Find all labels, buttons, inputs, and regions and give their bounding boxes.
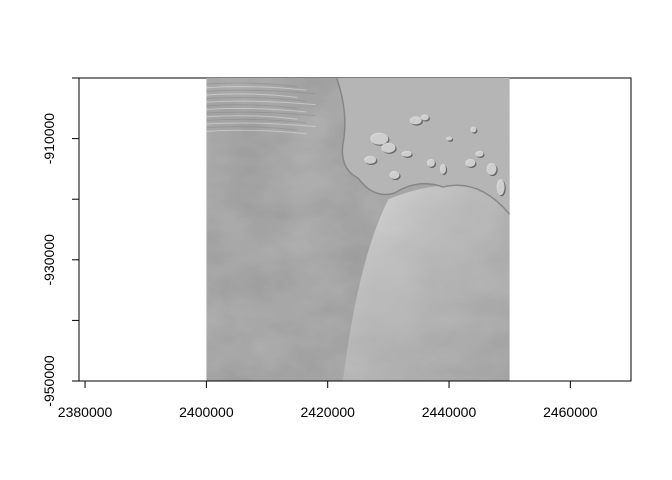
- island: [439, 163, 448, 176]
- island: [401, 150, 413, 158]
- coastline: [336, 78, 510, 215]
- y-axis: -950000 -930000 -910000: [41, 77, 80, 407]
- terrain-ridge: [206, 100, 316, 106]
- x-tick-label: 2440000: [422, 404, 477, 420]
- x-tick-label: 2380000: [58, 404, 113, 420]
- island: [496, 179, 506, 197]
- terrain-ridge: [206, 107, 307, 113]
- island: [420, 114, 430, 122]
- island-highlight: [381, 142, 396, 153]
- y-tick-label: -930000: [41, 234, 57, 286]
- terrain-ridge: [206, 118, 307, 124]
- terrain-ridge: [206, 93, 298, 98]
- island: [475, 150, 485, 158]
- x-axis: 2380000 2400000 2420000 2440000 2460000: [58, 380, 598, 420]
- hillshade-raster: [206, 78, 510, 381]
- island-highlight: [470, 126, 477, 133]
- ice-slope-highlight: [342, 185, 510, 381]
- island-highlight: [426, 158, 435, 167]
- terrain-ridge: [206, 126, 298, 131]
- island: [364, 155, 378, 166]
- island-highlight: [401, 150, 412, 157]
- terrain-ridge: [206, 111, 316, 117]
- y-tick-label: -950000: [41, 355, 57, 407]
- island: [465, 158, 477, 169]
- island-highlight: [409, 116, 422, 125]
- x-tick-label: 2400000: [179, 404, 234, 420]
- terrain-ridge: [206, 86, 307, 91]
- island-highlight: [486, 162, 497, 175]
- island-highlight: [446, 136, 453, 141]
- island: [381, 142, 397, 154]
- terrain-ridge: [206, 115, 298, 120]
- island: [426, 158, 437, 169]
- island-highlight: [420, 114, 429, 121]
- terrain-ridge: [206, 82, 298, 87]
- island-highlight: [496, 179, 505, 196]
- sea-surface: [336, 78, 510, 215]
- terrain-ridge: [206, 122, 316, 127]
- island-highlight: [364, 155, 377, 164]
- x-tick-label: 2420000: [300, 404, 355, 420]
- island: [389, 170, 401, 181]
- island-highlight: [389, 170, 400, 179]
- island: [409, 116, 423, 126]
- terrain-ridge: [206, 97, 307, 102]
- island-highlight: [475, 150, 484, 157]
- x-tick-label: 2460000: [543, 404, 598, 420]
- island-highlight: [370, 132, 389, 145]
- island: [486, 162, 498, 177]
- terrain-ridge: [206, 104, 298, 109]
- island: [446, 136, 454, 142]
- terrain-ridge: [206, 89, 316, 95]
- island: [370, 132, 390, 146]
- island: [470, 126, 478, 134]
- island-highlight: [439, 163, 446, 174]
- terrain-ridge: [206, 129, 307, 135]
- y-tick-label: -910000: [41, 113, 57, 165]
- island-highlight: [465, 158, 476, 167]
